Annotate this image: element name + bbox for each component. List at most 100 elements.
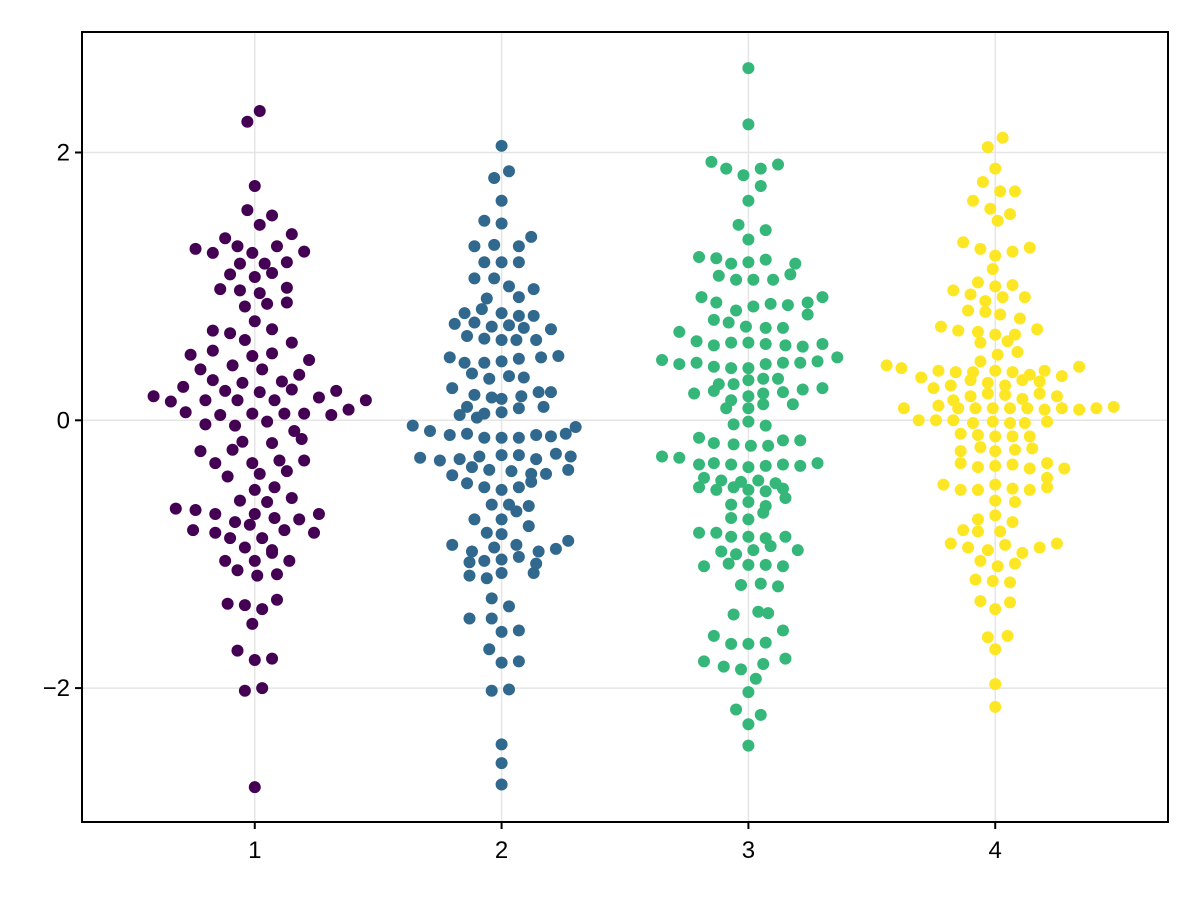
scatter-point: [964, 374, 977, 387]
scatter-point: [544, 430, 557, 443]
scatter-point: [253, 386, 266, 399]
scatter-point: [705, 155, 718, 168]
scatter-point: [241, 204, 254, 217]
scatter-point: [512, 309, 525, 322]
scatter-point: [742, 362, 755, 375]
scatter-point: [747, 300, 760, 313]
scatter-point: [480, 572, 493, 585]
scatter-point: [512, 352, 525, 365]
scatter-point: [288, 425, 301, 438]
scatter-point: [752, 474, 765, 487]
scatter-point: [693, 481, 706, 494]
scatter-point: [283, 554, 296, 567]
scatter-point: [527, 566, 540, 579]
scatter-point: [535, 351, 548, 364]
scatter-point: [964, 288, 977, 301]
scatter-point: [971, 461, 984, 474]
scatter-point: [989, 459, 1002, 472]
series-4-points: [880, 131, 1120, 713]
scatter-point: [1107, 400, 1120, 413]
scatter-point: [461, 477, 474, 490]
scatter-point: [298, 245, 311, 258]
scatter-point: [485, 684, 498, 697]
y-tick-label: 2: [57, 140, 70, 167]
scatter-point: [488, 171, 501, 184]
scatter-point: [475, 303, 488, 316]
scatter-point: [1073, 360, 1086, 373]
scatter-point: [233, 284, 246, 297]
scatter-point: [483, 372, 496, 385]
scatter-point: [979, 295, 992, 308]
scatter-point: [974, 595, 987, 608]
scatter-point: [517, 321, 530, 334]
scatter-point: [502, 165, 515, 178]
scatter-point: [776, 386, 789, 399]
scatter-point: [206, 374, 219, 387]
scatter-point: [776, 434, 789, 447]
scatter-point: [915, 371, 928, 384]
scatter-point: [266, 267, 279, 280]
scatter-point: [248, 271, 261, 284]
scatter-point: [752, 605, 765, 618]
scatter-point: [258, 257, 271, 270]
scatter-point: [256, 532, 269, 545]
scatter-point: [720, 402, 733, 415]
scatter-point: [974, 336, 987, 349]
scatter-point: [707, 313, 720, 326]
scatter-point: [1026, 442, 1039, 455]
scatter-point: [238, 684, 251, 697]
scatter-point: [707, 360, 720, 373]
scatter-point: [1055, 370, 1068, 383]
scatter-point: [989, 700, 1002, 713]
scatter-point: [697, 471, 710, 484]
scatter-point: [512, 624, 525, 637]
scatter-point: [989, 643, 1002, 656]
scatter-point: [512, 291, 525, 304]
scatter-point: [330, 384, 343, 397]
scatter-point: [298, 407, 311, 420]
scatter-point: [243, 518, 256, 531]
scatter-point: [690, 335, 703, 348]
scatter-point: [695, 291, 708, 304]
scatter-point: [725, 336, 738, 349]
scatter-point: [952, 402, 965, 415]
scatter-point: [1041, 471, 1054, 484]
scatter-point: [246, 407, 259, 420]
scatter-point: [944, 537, 957, 550]
scatter-point: [270, 568, 283, 581]
scatter-point: [710, 526, 723, 539]
scatter-point: [463, 556, 476, 569]
scatter-point: [1041, 415, 1054, 428]
scatter-point: [688, 387, 701, 400]
scatter-point: [512, 256, 525, 269]
scatter-point: [742, 194, 755, 207]
scatter-point: [727, 481, 740, 494]
scatter-point: [295, 433, 308, 446]
scatter-point: [266, 323, 279, 336]
scatter-point: [485, 612, 498, 625]
scatter-point: [502, 600, 515, 613]
scatter-point: [779, 491, 792, 504]
scatter-point: [231, 394, 244, 407]
scatter-point: [880, 359, 893, 372]
scatter-point: [764, 297, 777, 310]
scatter-point: [495, 449, 508, 462]
scatter-point: [495, 217, 508, 230]
scatter-point: [725, 530, 738, 543]
scatter-point: [540, 467, 553, 480]
scatter-point: [967, 416, 980, 429]
scatter-point: [470, 411, 483, 424]
scatter-point: [562, 463, 575, 476]
scatter-point: [414, 451, 427, 464]
scatter-point: [510, 333, 523, 346]
scatter-point: [932, 399, 945, 412]
scatter-point: [754, 577, 767, 590]
scatter-point: [742, 62, 755, 75]
scatter-point: [999, 538, 1012, 551]
scatter-point: [532, 386, 545, 399]
scatter-point: [495, 566, 508, 579]
scatter-point: [730, 273, 743, 286]
scatter-point: [974, 441, 987, 454]
scatter-point: [759, 358, 772, 371]
